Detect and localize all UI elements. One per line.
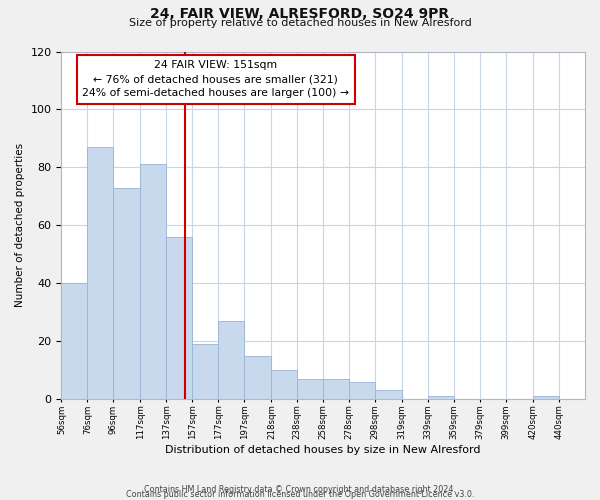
Y-axis label: Number of detached properties: Number of detached properties	[15, 143, 25, 308]
Bar	[113, 188, 140, 399]
X-axis label: Distribution of detached houses by size in New Alresford: Distribution of detached houses by size …	[166, 445, 481, 455]
Bar	[193, 344, 218, 399]
Bar	[297, 378, 323, 399]
Bar	[140, 164, 166, 399]
Bar	[533, 396, 559, 399]
Bar	[323, 378, 349, 399]
Text: Size of property relative to detached houses in New Alresford: Size of property relative to detached ho…	[128, 18, 472, 28]
Bar	[375, 390, 402, 399]
Bar	[88, 147, 113, 399]
Text: Contains HM Land Registry data © Crown copyright and database right 2024.: Contains HM Land Registry data © Crown c…	[144, 485, 456, 494]
Bar	[271, 370, 297, 399]
Bar	[61, 283, 88, 399]
Bar	[585, 396, 600, 399]
Text: Contains public sector information licensed under the Open Government Licence v3: Contains public sector information licen…	[126, 490, 474, 499]
Bar	[349, 382, 375, 399]
Bar	[244, 356, 271, 399]
Text: 24 FAIR VIEW: 151sqm
← 76% of detached houses are smaller (321)
24% of semi-deta: 24 FAIR VIEW: 151sqm ← 76% of detached h…	[82, 60, 349, 98]
Bar	[166, 237, 193, 399]
Bar	[428, 396, 454, 399]
Bar	[218, 321, 244, 399]
Text: 24, FAIR VIEW, ALRESFORD, SO24 9PR: 24, FAIR VIEW, ALRESFORD, SO24 9PR	[151, 8, 449, 22]
